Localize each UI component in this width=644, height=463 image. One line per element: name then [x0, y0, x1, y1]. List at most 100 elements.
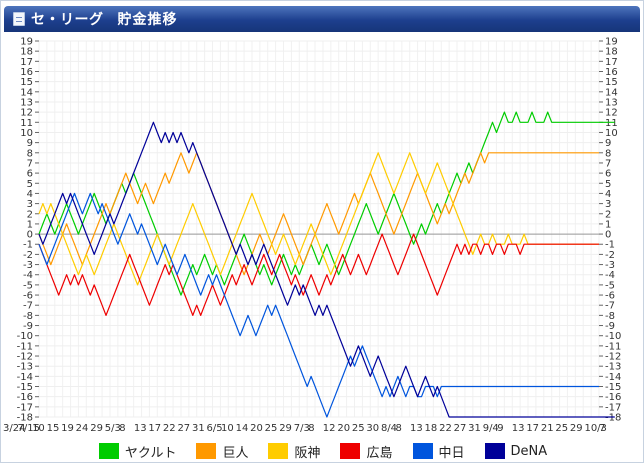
y-tick-label-left: -5 — [23, 280, 33, 291]
legend-item: DeNA — [484, 443, 548, 459]
legend-item: 巨人 — [196, 442, 248, 461]
y-tick-label-right: -11 — [605, 341, 621, 352]
y-tick-label-right: 2 — [605, 209, 611, 220]
y-tick-label-left: 9 — [27, 138, 33, 149]
legend-swatch — [196, 443, 217, 459]
x-tick-label: 30 — [366, 423, 379, 434]
legend-label: 中日 — [438, 445, 465, 461]
y-tick-label-left: 17 — [20, 57, 33, 68]
x-tick-label: 13 — [410, 423, 423, 434]
y-tick-label-right: 10 — [605, 128, 618, 139]
x-tick-label: 7/3 — [294, 423, 310, 434]
x-tick-label: 17 — [148, 423, 161, 434]
y-tick-label-left: -18 — [17, 413, 33, 424]
y-tick-label-left: -12 — [17, 352, 33, 363]
y-tick-label-right: 9 — [605, 138, 611, 149]
y-tick-label-right: 3 — [605, 199, 611, 210]
series-line-巨人 — [38, 152, 599, 276]
legend-swatch — [268, 443, 289, 459]
y-tick-label-right: -8 — [605, 311, 615, 322]
y-tick-label-left: -6 — [23, 291, 33, 302]
series-line-中日 — [38, 192, 599, 418]
x-tick-label: 8/4 — [381, 423, 397, 434]
y-tick-label-right: 17 — [605, 57, 618, 68]
y-tick-label-left: -15 — [17, 382, 33, 393]
y-tick-label-left: 19 — [20, 37, 33, 48]
legend-swatch — [98, 443, 119, 459]
legend-item: 阪神 — [268, 442, 320, 461]
y-tick-label-right: -15 — [605, 382, 621, 393]
y-tick-label-left: -4 — [23, 270, 33, 281]
y-tick-label-left: -16 — [17, 392, 33, 403]
y-tick-label-left: 10 — [20, 128, 33, 139]
x-tick-label: 27 — [177, 423, 190, 434]
y-tick-label-left: -3 — [23, 260, 33, 271]
y-tick-label-right: -17 — [605, 402, 621, 413]
y-tick-label-right: 15 — [605, 77, 618, 88]
y-tick-label-left: 8 — [27, 148, 33, 159]
y-tick-label-right: -3 — [605, 260, 615, 271]
y-tick-label-left: 15 — [20, 77, 33, 88]
y-tick-label-left: 0 — [27, 230, 33, 241]
y-tick-label-right: -14 — [605, 372, 621, 383]
y-tick-label-right: 8 — [605, 148, 611, 159]
x-tick-label: 25 — [265, 423, 278, 434]
x-tick-label: 10/3 — [584, 423, 606, 434]
y-tick-label-right: 14 — [605, 87, 618, 98]
y-tick-label-left: -10 — [17, 331, 33, 342]
y-tick-label-left: -2 — [23, 250, 33, 261]
legend-label: 広島 — [366, 445, 393, 461]
y-tick-label-right: 1 — [605, 219, 611, 230]
y-tick-label-right: 11 — [605, 118, 618, 129]
x-tick-label: 27 — [454, 423, 467, 434]
series-line-広島 — [38, 233, 599, 316]
x-tick-label: 18 — [425, 423, 438, 434]
y-tick-label-right: -1 — [605, 240, 615, 251]
y-tick-label-right: 4 — [605, 189, 611, 200]
x-tick-label: 5/3 — [105, 423, 121, 434]
y-tick-label-left: 4 — [27, 189, 33, 200]
y-tick-label-left: 12 — [20, 108, 33, 119]
x-tick-label: 8 — [395, 423, 401, 434]
x-tick-label: 25 — [352, 423, 365, 434]
y-tick-label-right: -9 — [605, 321, 615, 332]
x-tick-label: 3/24 — [3, 423, 25, 434]
x-tick-label: 13 — [134, 423, 147, 434]
x-tick-label: 8 — [308, 423, 314, 434]
legend-label: DeNA — [510, 443, 548, 459]
y-tick-label-left: 16 — [20, 67, 33, 78]
y-tick-label-right: 13 — [605, 97, 618, 108]
x-tick-label: 19 — [61, 423, 74, 434]
legend-label: 巨人 — [222, 445, 249, 461]
x-tick-label: 12 — [323, 423, 336, 434]
series-line-ヤクルト — [38, 111, 615, 296]
y-tick-label-right: 6 — [605, 169, 611, 180]
y-tick-label-left: 2 — [27, 209, 33, 220]
y-tick-label-right: -13 — [605, 362, 621, 373]
panel-subtitle: 貯金推移 — [117, 12, 178, 28]
x-tick-label: 31 — [468, 423, 481, 434]
y-tick-label-left: -1 — [23, 240, 33, 251]
y-tick-label-right: 16 — [605, 67, 618, 78]
y-tick-label-left: 11 — [20, 118, 33, 129]
x-tick-label: 10 — [32, 423, 45, 434]
legend-swatch — [484, 443, 505, 459]
y-tick-label-right: -12 — [605, 352, 621, 363]
y-tick-label-right: -10 — [605, 331, 621, 342]
x-tick-label: 15 — [47, 423, 60, 434]
y-tick-label-right: -4 — [605, 270, 615, 281]
x-tick-label: 14 — [236, 423, 249, 434]
x-tick-label: 9/4 — [483, 423, 499, 434]
panel-title: セ・リーグ — [31, 12, 104, 28]
y-tick-label-left: -9 — [23, 321, 33, 332]
x-tick-label: 25 — [555, 423, 568, 434]
y-tick-label-left: 1 — [27, 219, 33, 230]
x-tick-label: 31 — [192, 423, 205, 434]
x-tick-label: 13 — [512, 423, 525, 434]
x-tick-label: 9 — [497, 423, 503, 434]
legend-label: ヤクルト — [124, 445, 177, 461]
y-tick-label-right: -6 — [605, 291, 615, 302]
y-tick-label-left: -13 — [17, 362, 33, 373]
x-tick-label: 17 — [526, 423, 539, 434]
